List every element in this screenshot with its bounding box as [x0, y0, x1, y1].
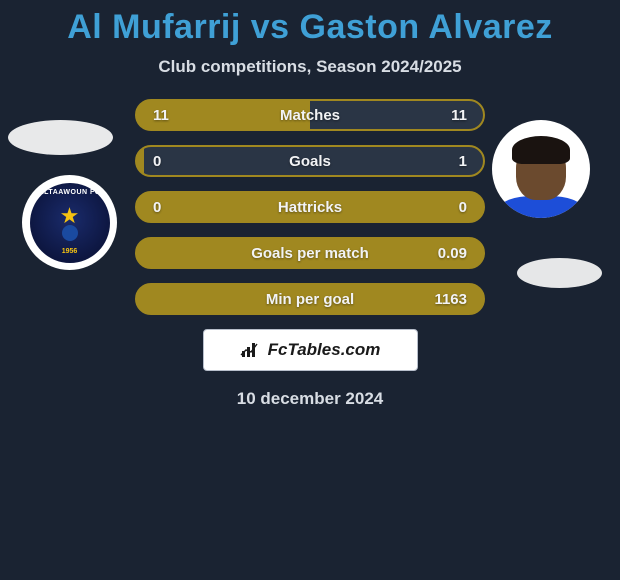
stat-row-matches: 11 Matches 11: [135, 99, 485, 131]
club-right-placeholder: [517, 258, 602, 288]
stat-right-value: 0: [427, 199, 467, 216]
stat-left-value: 0: [153, 199, 193, 216]
club-badge-inner: ALTAAWOUN FC ★ 1956: [30, 183, 110, 263]
bar-chart-icon: [240, 341, 262, 359]
player-head: [516, 142, 566, 200]
page-title: Al Mufarrij vs Gaston Alvarez: [0, 8, 620, 47]
stats-list: 11 Matches 11 0 Goals 1 0 Hattricks 0 Go…: [135, 99, 485, 315]
stat-row-goals-per-match: Goals per match 0.09: [135, 237, 485, 269]
player-left-placeholder: [8, 120, 113, 155]
brand-badge: FcTables.com: [203, 329, 418, 371]
stat-right-value: 0.09: [427, 245, 467, 262]
stat-row-hattricks: 0 Hattricks 0: [135, 191, 485, 223]
comparison-card: Al Mufarrij vs Gaston Alvarez Club compe…: [0, 0, 620, 409]
subtitle: Club competitions, Season 2024/2025: [0, 57, 620, 77]
ball-icon: [62, 225, 78, 241]
stat-left-value: 11: [153, 107, 193, 124]
stat-left-value: 0: [153, 153, 193, 170]
club-badge-left: ALTAAWOUN FC ★ 1956: [22, 175, 117, 270]
player-right-photo: [492, 120, 590, 218]
star-icon: ★: [60, 205, 80, 227]
brand-text: FcTables.com: [268, 340, 381, 360]
player-hair: [512, 136, 570, 164]
club-badge-year: 1956: [30, 248, 110, 255]
stat-right-value: 1163: [427, 291, 467, 308]
stat-row-goals: 0 Goals 1: [135, 145, 485, 177]
club-badge-name: ALTAAWOUN FC: [30, 189, 110, 196]
stat-row-min-per-goal: Min per goal 1163: [135, 283, 485, 315]
stat-right-value: 11: [427, 107, 467, 124]
date-line: 10 december 2024: [0, 389, 620, 409]
stat-right-value: 1: [427, 153, 467, 170]
